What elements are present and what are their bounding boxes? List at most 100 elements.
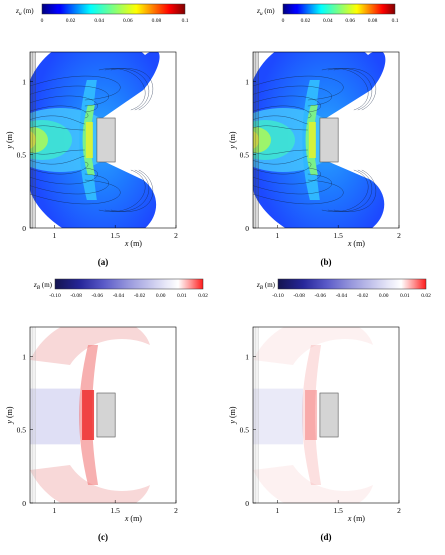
obstacle [319,392,339,438]
bow-wave-peak [308,122,316,158]
colorbar-tick-label: -0.10 [272,293,284,299]
colorbar-label: zu (m) [15,6,34,17]
inlet-peak [30,127,48,153]
colorbar-tick-label: 0.02 [301,18,311,24]
x-tick-label: 1 [275,231,279,240]
bow-deposition-core [82,390,95,440]
x-tick-label: 1.5 [333,231,343,240]
colorbar-tick-label: -0.06 [92,293,104,299]
contour-line [30,155,85,165]
panel-caption: (a) [98,257,109,267]
colorbar-tick-label: -0.10 [49,293,61,299]
colorbar-tick-label: 0.02 [421,293,431,299]
colorbar-tick-label: 0 [282,18,285,24]
x-axis-label: x (m) [124,514,142,523]
bow-wave-peak [85,122,93,158]
field-layer [30,327,150,503]
y-tick-label: 0 [22,499,26,508]
colorbar-tick-label: 0.04 [94,18,104,24]
y-tick-label: 0.5 [240,426,250,435]
plot-frame [252,51,400,229]
x-axis-label: x (m) [124,239,142,248]
x-axis-label: x (m) [347,514,365,523]
y-axis-label: y (m) [228,131,237,149]
plot-svg: zB (m) -0.10 -0.08 -0.06 -0.04 -0.02 0.00 0.01 0… [228,278,431,542]
plot-svg: zu (m) 0 0.02 0.04 0.06 0.08 0.1 1 1.5 2 0 0.5 1 x (m… [5,3,189,267]
erosion-band [253,388,303,445]
colorbar [41,3,186,15]
contour-line [30,125,85,131]
colorbar-tick-label: -0.06 [315,293,327,299]
bow-deposition-core [305,390,318,440]
x-axis-label: x (m) [347,239,365,248]
plot-frame [29,51,177,229]
colorbar-tick-label: -0.08 [70,293,82,299]
y-axis-label: y (m) [5,131,14,149]
contour-line [30,149,85,155]
colorbar-label: zB (m) [256,280,276,291]
y-tick-label: 1 [22,352,26,361]
colorbar-tick-label: 0.00 [156,293,166,299]
panel-b: zu (m) 0 0.02 0.04 0.06 0.08 0.1 1 1.5 2 0 0.5 1 x (m… [223,0,445,275]
x-tick-label: 1.5 [110,231,120,240]
y-tick-label: 1 [245,77,249,86]
colorbar-tick-label: -0.04 [336,293,348,299]
bow-deposition [302,345,322,485]
y-axis-label: y (m) [5,406,14,424]
x-tick-label: 2 [174,231,178,240]
y-tick-label: 0.5 [17,151,27,160]
contour-line [30,75,121,101]
contour-line [253,75,344,101]
colorbar-tick-label: 0.00 [379,293,389,299]
x-tick-label: 1 [52,231,56,240]
contour-line [30,115,85,125]
colorbar-tick-label: -0.02 [134,293,146,299]
colorbar-tick-label: 0.06 [345,18,355,24]
x-tick-label: 1.5 [110,506,120,515]
contour-line [253,105,312,119]
panel-caption: (d) [321,532,332,542]
colorbar-tick-label: 0.1 [392,18,399,24]
contour-line [253,155,308,165]
obstacle [96,117,116,163]
field-layer [253,52,386,228]
y-tick-label: 0 [22,224,26,233]
y-tick-label: 0.5 [240,151,250,160]
colorbar-tick-label: 0 [41,18,44,24]
field-layer [30,52,160,228]
x-tick-label: 1 [52,506,56,515]
erosion-band [30,388,80,445]
y-tick-label: 0 [245,224,249,233]
panel-a: zu (m) 0 0.02 0.04 0.06 0.08 0.1 1 1.5 2 0 0.5 1 x (m… [0,0,222,275]
inlet-max [253,131,259,149]
inlet-max [30,131,36,149]
y-tick-label: 0 [245,499,249,508]
panel-caption: (c) [98,532,108,542]
x-tick-label: 1 [275,506,279,515]
deposition-lobe-lower [253,465,373,503]
y-axis-label: y (m) [228,406,237,424]
y-tick-label: 1 [245,352,249,361]
plot-svg: zu (m) 0 0.02 0.04 0.06 0.08 0.1 1 1.5 2 0 0.5 1 x (m… [228,3,401,267]
colorbar [277,278,427,290]
colorbar-tick-label: -0.04 [113,293,125,299]
contour-line [253,115,308,125]
contour-line [30,161,89,175]
colorbar-tick-label: 0.01 [400,293,410,299]
plot-frame [29,326,177,504]
colorbar-label: zB (m) [33,280,53,291]
colorbar [54,278,204,290]
plot-frame [252,326,400,504]
y-tick-label: 1 [22,77,26,86]
x-tick-label: 2 [397,506,401,515]
colorbar-tick-label: 0.06 [123,18,133,24]
x-tick-label: 2 [174,506,178,515]
x-tick-label: 2 [397,231,401,240]
colorbar-tick-label: -0.08 [293,293,305,299]
panel-c: zB (m) -0.10 -0.08 -0.06 -0.04 -0.02 0.00 0.01 0… [0,275,222,550]
colorbar [282,3,396,15]
x-tick-label: 1.5 [333,506,343,515]
contour-line [253,161,312,175]
colorbar-tick-label: 0.02 [198,293,208,299]
colorbar-tick-label: 0.1 [182,18,189,24]
